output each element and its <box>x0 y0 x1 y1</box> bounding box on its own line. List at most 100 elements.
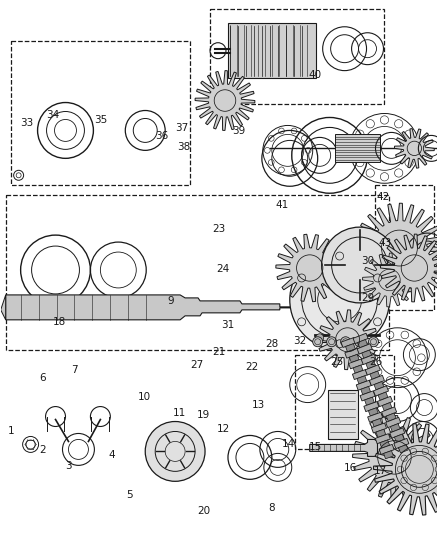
Text: 25: 25 <box>330 357 343 367</box>
Polygon shape <box>1 295 6 320</box>
Polygon shape <box>353 333 368 344</box>
Polygon shape <box>381 407 397 417</box>
Text: 15: 15 <box>308 442 321 452</box>
Text: 19: 19 <box>197 410 210 420</box>
Polygon shape <box>374 386 389 396</box>
Polygon shape <box>345 348 360 358</box>
Text: 24: 24 <box>217 264 230 274</box>
Polygon shape <box>276 234 343 302</box>
Bar <box>11 41 190 185</box>
Polygon shape <box>349 359 364 369</box>
Polygon shape <box>371 423 386 433</box>
Text: 41: 41 <box>276 200 289 211</box>
Polygon shape <box>380 440 389 448</box>
Text: 34: 34 <box>46 110 60 120</box>
Polygon shape <box>394 438 409 449</box>
Text: 20: 20 <box>197 506 210 516</box>
Text: 10: 10 <box>138 392 152 402</box>
Polygon shape <box>362 350 371 358</box>
Circle shape <box>145 422 205 481</box>
Polygon shape <box>376 429 386 438</box>
Text: 3: 3 <box>65 461 72 471</box>
Polygon shape <box>370 371 380 379</box>
Bar <box>295 355 395 449</box>
Circle shape <box>321 227 397 303</box>
Text: 31: 31 <box>221 320 234 330</box>
Polygon shape <box>357 344 372 354</box>
Polygon shape <box>364 397 374 405</box>
Polygon shape <box>381 234 438 302</box>
Polygon shape <box>379 445 394 455</box>
Text: 36: 36 <box>155 131 169 141</box>
Polygon shape <box>394 434 404 442</box>
Text: 26: 26 <box>370 357 383 367</box>
Text: 18: 18 <box>53 317 66 327</box>
Polygon shape <box>366 360 376 369</box>
Text: 37: 37 <box>175 123 188 133</box>
Bar <box>210 9 385 103</box>
Text: 39: 39 <box>232 126 245 136</box>
Text: 12: 12 <box>217 424 230 433</box>
Text: 13: 13 <box>252 400 265 410</box>
Text: 14: 14 <box>282 440 296 449</box>
Polygon shape <box>369 375 385 385</box>
Circle shape <box>327 337 337 347</box>
Text: 2: 2 <box>39 445 46 455</box>
Text: 43: 43 <box>378 238 392 248</box>
Polygon shape <box>365 365 380 375</box>
Polygon shape <box>361 354 376 365</box>
Polygon shape <box>390 424 400 432</box>
Polygon shape <box>375 434 390 443</box>
Text: 42: 42 <box>376 192 389 203</box>
Text: 35: 35 <box>95 115 108 125</box>
Circle shape <box>290 250 389 350</box>
Polygon shape <box>353 416 436 499</box>
Text: 9: 9 <box>168 296 174 306</box>
Polygon shape <box>353 369 367 379</box>
Polygon shape <box>358 340 367 348</box>
Polygon shape <box>374 382 384 390</box>
Text: 29: 29 <box>361 293 374 303</box>
Text: 28: 28 <box>265 338 278 349</box>
Bar <box>374 185 434 310</box>
Circle shape <box>313 337 323 347</box>
Circle shape <box>368 337 378 347</box>
Circle shape <box>341 337 350 347</box>
Text: 11: 11 <box>173 408 186 418</box>
Polygon shape <box>318 310 378 370</box>
Text: 32: 32 <box>293 336 307 346</box>
Text: 40: 40 <box>308 70 321 80</box>
Polygon shape <box>378 392 388 400</box>
Bar <box>328 390 357 439</box>
Text: 38: 38 <box>177 142 191 152</box>
Text: 5: 5 <box>126 490 133 500</box>
Polygon shape <box>395 128 434 168</box>
Polygon shape <box>364 401 379 411</box>
Bar <box>228 23 316 78</box>
Text: 23: 23 <box>212 224 226 235</box>
Polygon shape <box>399 445 408 453</box>
Polygon shape <box>357 376 367 384</box>
Text: 7: 7 <box>71 365 78 375</box>
Circle shape <box>316 334 324 342</box>
Polygon shape <box>390 428 405 438</box>
Polygon shape <box>346 344 355 352</box>
Polygon shape <box>6 295 300 320</box>
Circle shape <box>355 337 364 347</box>
Polygon shape <box>368 408 378 416</box>
Polygon shape <box>356 380 371 390</box>
Polygon shape <box>341 337 356 348</box>
Polygon shape <box>355 203 438 293</box>
Polygon shape <box>310 439 378 456</box>
Text: 4: 4 <box>109 450 115 460</box>
Text: 21: 21 <box>212 346 226 357</box>
Polygon shape <box>353 365 363 373</box>
Polygon shape <box>367 413 383 422</box>
Text: 30: 30 <box>361 256 374 266</box>
Polygon shape <box>195 71 255 131</box>
Polygon shape <box>386 413 396 422</box>
Polygon shape <box>363 253 417 307</box>
Text: 33: 33 <box>20 118 34 128</box>
Text: 16: 16 <box>343 463 357 473</box>
Text: 27: 27 <box>191 360 204 370</box>
